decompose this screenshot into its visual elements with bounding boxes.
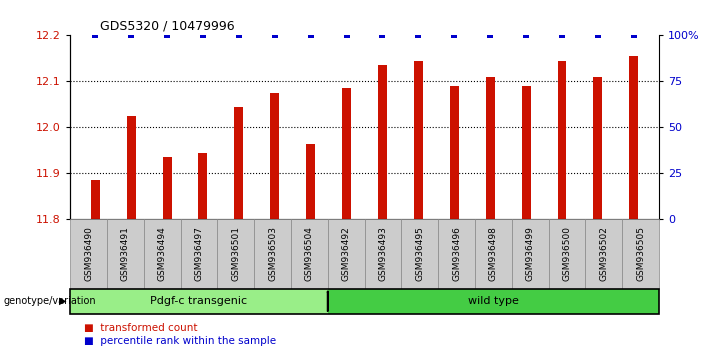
Bar — [450, 86, 458, 219]
Point — [269, 33, 280, 38]
Point — [233, 33, 245, 38]
Point — [90, 33, 101, 38]
Text: GSM936497: GSM936497 — [194, 227, 203, 281]
Text: wild type: wild type — [468, 296, 519, 306]
Text: GSM936505: GSM936505 — [636, 227, 645, 281]
Bar — [629, 56, 639, 219]
Text: GSM936498: GSM936498 — [489, 227, 498, 281]
Bar — [486, 77, 495, 219]
Bar — [378, 65, 387, 219]
Text: GSM936502: GSM936502 — [599, 227, 608, 281]
Bar — [198, 153, 207, 219]
Bar — [271, 93, 279, 219]
Text: ▶: ▶ — [59, 296, 67, 306]
Bar — [414, 61, 423, 219]
Point — [125, 33, 137, 38]
Text: genotype/variation: genotype/variation — [4, 296, 96, 306]
Point — [161, 33, 172, 38]
Text: GSM936504: GSM936504 — [305, 227, 314, 281]
Point — [198, 33, 209, 38]
Point — [377, 33, 388, 38]
Point — [520, 33, 531, 38]
Bar — [90, 180, 100, 219]
Text: GSM936495: GSM936495 — [415, 227, 424, 281]
Point — [628, 33, 639, 38]
Text: GSM936490: GSM936490 — [84, 227, 93, 281]
Bar — [557, 61, 566, 219]
Bar — [342, 88, 351, 219]
Text: GSM936496: GSM936496 — [452, 227, 461, 281]
Text: ■  percentile rank within the sample: ■ percentile rank within the sample — [84, 336, 276, 346]
Text: GSM936493: GSM936493 — [379, 227, 388, 281]
Point — [413, 33, 424, 38]
Point — [484, 33, 496, 38]
Text: GDS5320 / 10479996: GDS5320 / 10479996 — [100, 20, 234, 33]
Bar — [594, 77, 602, 219]
Bar — [163, 157, 172, 219]
Point — [305, 33, 316, 38]
Text: GSM936491: GSM936491 — [121, 227, 130, 281]
Text: ■  transformed count: ■ transformed count — [84, 323, 198, 333]
Bar — [234, 107, 243, 219]
Text: Pdgf-c transgenic: Pdgf-c transgenic — [150, 296, 247, 306]
Point — [592, 33, 604, 38]
Point — [557, 33, 568, 38]
Text: GSM936500: GSM936500 — [562, 227, 571, 281]
Point — [341, 33, 352, 38]
Text: GSM936492: GSM936492 — [341, 227, 350, 281]
Point — [449, 33, 460, 38]
Text: GSM936501: GSM936501 — [231, 227, 240, 281]
Bar — [306, 143, 315, 219]
Text: GSM936499: GSM936499 — [526, 227, 535, 281]
Text: GSM936503: GSM936503 — [268, 227, 277, 281]
Bar — [522, 86, 531, 219]
Text: GSM936494: GSM936494 — [158, 227, 167, 281]
Bar — [127, 116, 135, 219]
